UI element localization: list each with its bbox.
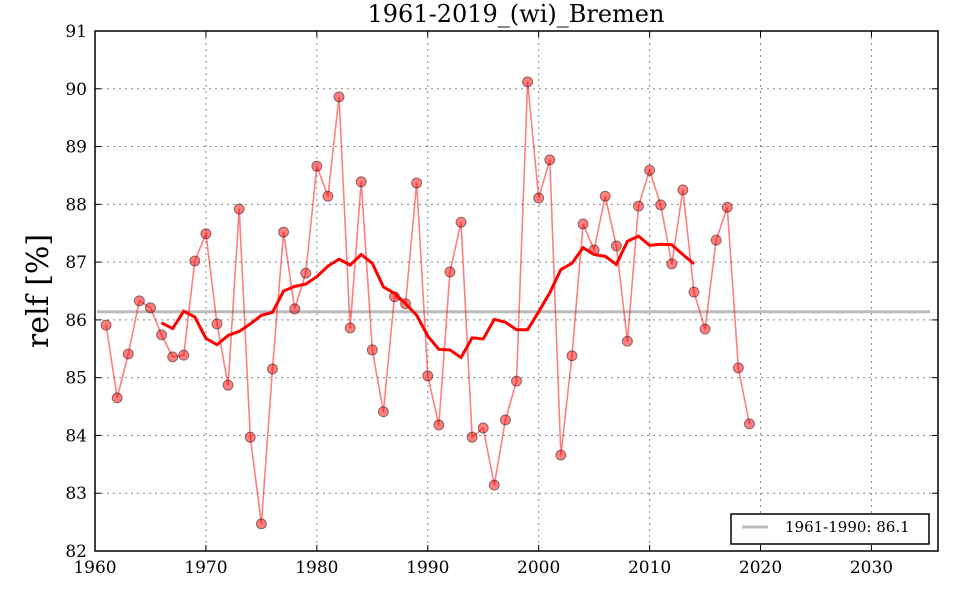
data-point — [244, 431, 256, 443]
data-point — [644, 164, 656, 176]
data-point — [721, 201, 733, 213]
x-tick-label: 2000 — [517, 558, 560, 578]
y-axis-label: relf [%] — [21, 234, 56, 348]
y-tick-label: 84 — [65, 426, 87, 446]
y-tick-label: 82 — [65, 542, 87, 562]
data-point — [466, 431, 478, 443]
data-point — [511, 375, 522, 387]
data-point — [544, 154, 556, 166]
data-point — [144, 302, 156, 314]
data-point — [633, 200, 645, 212]
data-point — [278, 226, 290, 238]
y-tick-label: 87 — [65, 253, 87, 273]
x-tick-label: 1990 — [406, 558, 449, 578]
legend-label: 1961-1990: 86.1 — [785, 518, 910, 536]
plot-frame — [94, 30, 939, 552]
data-point — [411, 177, 423, 189]
data-point — [732, 362, 744, 374]
y-tick-label: 85 — [65, 369, 87, 389]
data-point — [355, 176, 367, 188]
y-tick-label: 83 — [65, 484, 87, 504]
data-point — [289, 303, 301, 315]
x-tick-label: 1970 — [184, 558, 227, 578]
data-point — [621, 335, 633, 347]
x-tick-label: 1980 — [295, 558, 338, 578]
data-point — [211, 318, 223, 330]
data-point — [122, 348, 134, 360]
y-tick-label: 88 — [65, 195, 87, 215]
y-tick-label: 90 — [65, 80, 87, 100]
x-tick-label: 2020 — [739, 558, 782, 578]
data-point — [688, 286, 700, 298]
data-point — [699, 323, 711, 335]
axis-ticks: 1960 1970 1980 1990 2000 2010 2020 2030 82 83 84 85… — [65, 22, 938, 578]
data-point — [255, 518, 267, 530]
data-point — [300, 267, 312, 279]
data-point — [477, 422, 489, 434]
data-point — [222, 379, 234, 391]
data-point — [189, 255, 201, 267]
data-point — [577, 218, 589, 230]
legend-box — [730, 513, 930, 545]
series-layer — [100, 76, 755, 530]
data-point — [167, 351, 179, 363]
data-point — [666, 258, 678, 270]
data-point — [333, 91, 345, 103]
data-point — [422, 370, 434, 382]
data-point — [322, 190, 334, 202]
data-point — [133, 295, 145, 307]
data-point — [599, 190, 611, 202]
data-point — [200, 228, 212, 240]
y-tick-label: 91 — [65, 22, 87, 42]
data-point — [111, 392, 123, 404]
data-point — [522, 76, 534, 88]
data-point — [499, 414, 511, 426]
x-tick-label: 2010 — [628, 558, 671, 578]
y-tick-label: 89 — [65, 138, 87, 158]
data-point — [233, 203, 245, 215]
legend: 1961-1990: 86.1 — [730, 513, 930, 545]
data-point — [677, 184, 689, 196]
data-point — [366, 344, 378, 356]
grid — [94, 30, 938, 552]
data-point — [655, 199, 667, 211]
data-point — [743, 418, 755, 430]
data-point — [444, 266, 456, 278]
y-tick-label: 86 — [65, 311, 87, 331]
data-point — [311, 160, 323, 172]
data-point — [610, 240, 622, 252]
data-point — [455, 216, 467, 228]
x-tick-label: 2030 — [850, 558, 893, 578]
data-point — [710, 234, 722, 246]
data-point — [156, 329, 168, 341]
x-tick-label: 1960 — [73, 558, 116, 578]
data-point — [555, 449, 567, 461]
data-point — [344, 322, 356, 334]
chart-title: 1961-2019_(wi)_Bremen — [368, 0, 665, 28]
data-point — [566, 350, 578, 362]
data-point — [100, 319, 112, 331]
data-point — [433, 419, 445, 431]
data-point — [178, 349, 190, 361]
data-point — [533, 192, 545, 204]
data-point — [266, 363, 278, 375]
data-point — [488, 479, 500, 491]
data-point — [377, 406, 389, 418]
running-mean-line — [160, 234, 695, 360]
